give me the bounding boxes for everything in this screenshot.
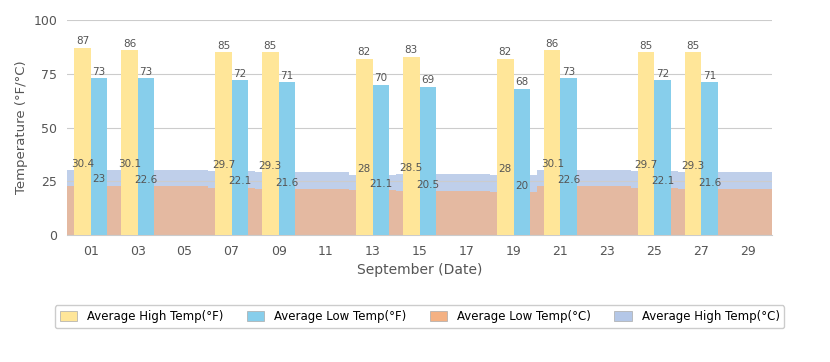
Text: 85: 85 bbox=[640, 41, 653, 51]
Bar bbox=[279, 83, 295, 235]
Text: 22.6: 22.6 bbox=[134, 175, 158, 185]
Text: 82: 82 bbox=[499, 47, 512, 57]
Text: 30.1: 30.1 bbox=[118, 159, 141, 169]
Bar bbox=[356, 59, 373, 235]
Text: 72: 72 bbox=[656, 69, 669, 79]
Text: 29.7: 29.7 bbox=[635, 160, 658, 170]
Text: 20: 20 bbox=[515, 181, 529, 191]
Text: 28: 28 bbox=[358, 164, 371, 174]
Text: 20.5: 20.5 bbox=[416, 180, 439, 190]
Text: 21.6: 21.6 bbox=[276, 177, 299, 188]
Bar bbox=[121, 50, 138, 235]
Bar bbox=[560, 78, 577, 235]
Bar bbox=[638, 52, 655, 235]
Text: 87: 87 bbox=[76, 37, 89, 46]
Bar bbox=[74, 48, 90, 235]
Text: 69: 69 bbox=[421, 75, 434, 85]
Bar bbox=[685, 52, 701, 235]
Text: 68: 68 bbox=[515, 77, 529, 87]
Bar bbox=[232, 80, 248, 235]
Bar bbox=[138, 78, 154, 235]
Text: 86: 86 bbox=[123, 39, 136, 49]
Bar bbox=[514, 89, 530, 235]
Text: 82: 82 bbox=[358, 47, 371, 57]
Text: 22.6: 22.6 bbox=[557, 175, 580, 185]
Y-axis label: Temperature (°F/°C): Temperature (°F/°C) bbox=[15, 61, 28, 194]
Text: 28.5: 28.5 bbox=[400, 163, 423, 173]
Text: 29.7: 29.7 bbox=[212, 160, 235, 170]
X-axis label: September (Date): September (Date) bbox=[357, 263, 482, 277]
Text: 85: 85 bbox=[217, 41, 230, 51]
Text: 22.1: 22.1 bbox=[228, 176, 251, 186]
Text: 71: 71 bbox=[281, 71, 294, 81]
Text: 70: 70 bbox=[374, 73, 388, 83]
Bar bbox=[655, 80, 671, 235]
Bar bbox=[215, 52, 232, 235]
Text: 85: 85 bbox=[264, 41, 277, 51]
Text: 23: 23 bbox=[92, 174, 105, 185]
Text: 73: 73 bbox=[562, 67, 575, 76]
Text: 85: 85 bbox=[686, 41, 700, 51]
Bar bbox=[262, 52, 279, 235]
Bar bbox=[373, 84, 389, 235]
Bar bbox=[403, 56, 419, 235]
Text: 21.6: 21.6 bbox=[698, 177, 721, 188]
Text: 29.3: 29.3 bbox=[259, 161, 282, 171]
Text: 30.4: 30.4 bbox=[71, 159, 94, 169]
Text: 83: 83 bbox=[405, 45, 418, 55]
Text: 30.1: 30.1 bbox=[540, 159, 564, 169]
Bar bbox=[419, 87, 436, 235]
Bar bbox=[497, 59, 514, 235]
Text: 73: 73 bbox=[92, 67, 105, 76]
Text: 73: 73 bbox=[139, 67, 153, 76]
Text: 28: 28 bbox=[499, 164, 512, 174]
Text: 71: 71 bbox=[703, 71, 716, 81]
Bar bbox=[90, 78, 107, 235]
Legend: Average High Temp(°F), Average Low Temp(°F), Average Low Temp(°C), Average High : Average High Temp(°F), Average Low Temp(… bbox=[55, 306, 784, 328]
Bar bbox=[701, 83, 718, 235]
Text: 21.1: 21.1 bbox=[369, 178, 393, 189]
Text: 22.1: 22.1 bbox=[651, 176, 674, 186]
Text: 29.3: 29.3 bbox=[681, 161, 705, 171]
Bar bbox=[544, 50, 560, 235]
Text: 72: 72 bbox=[233, 69, 247, 79]
Text: 86: 86 bbox=[545, 39, 559, 49]
